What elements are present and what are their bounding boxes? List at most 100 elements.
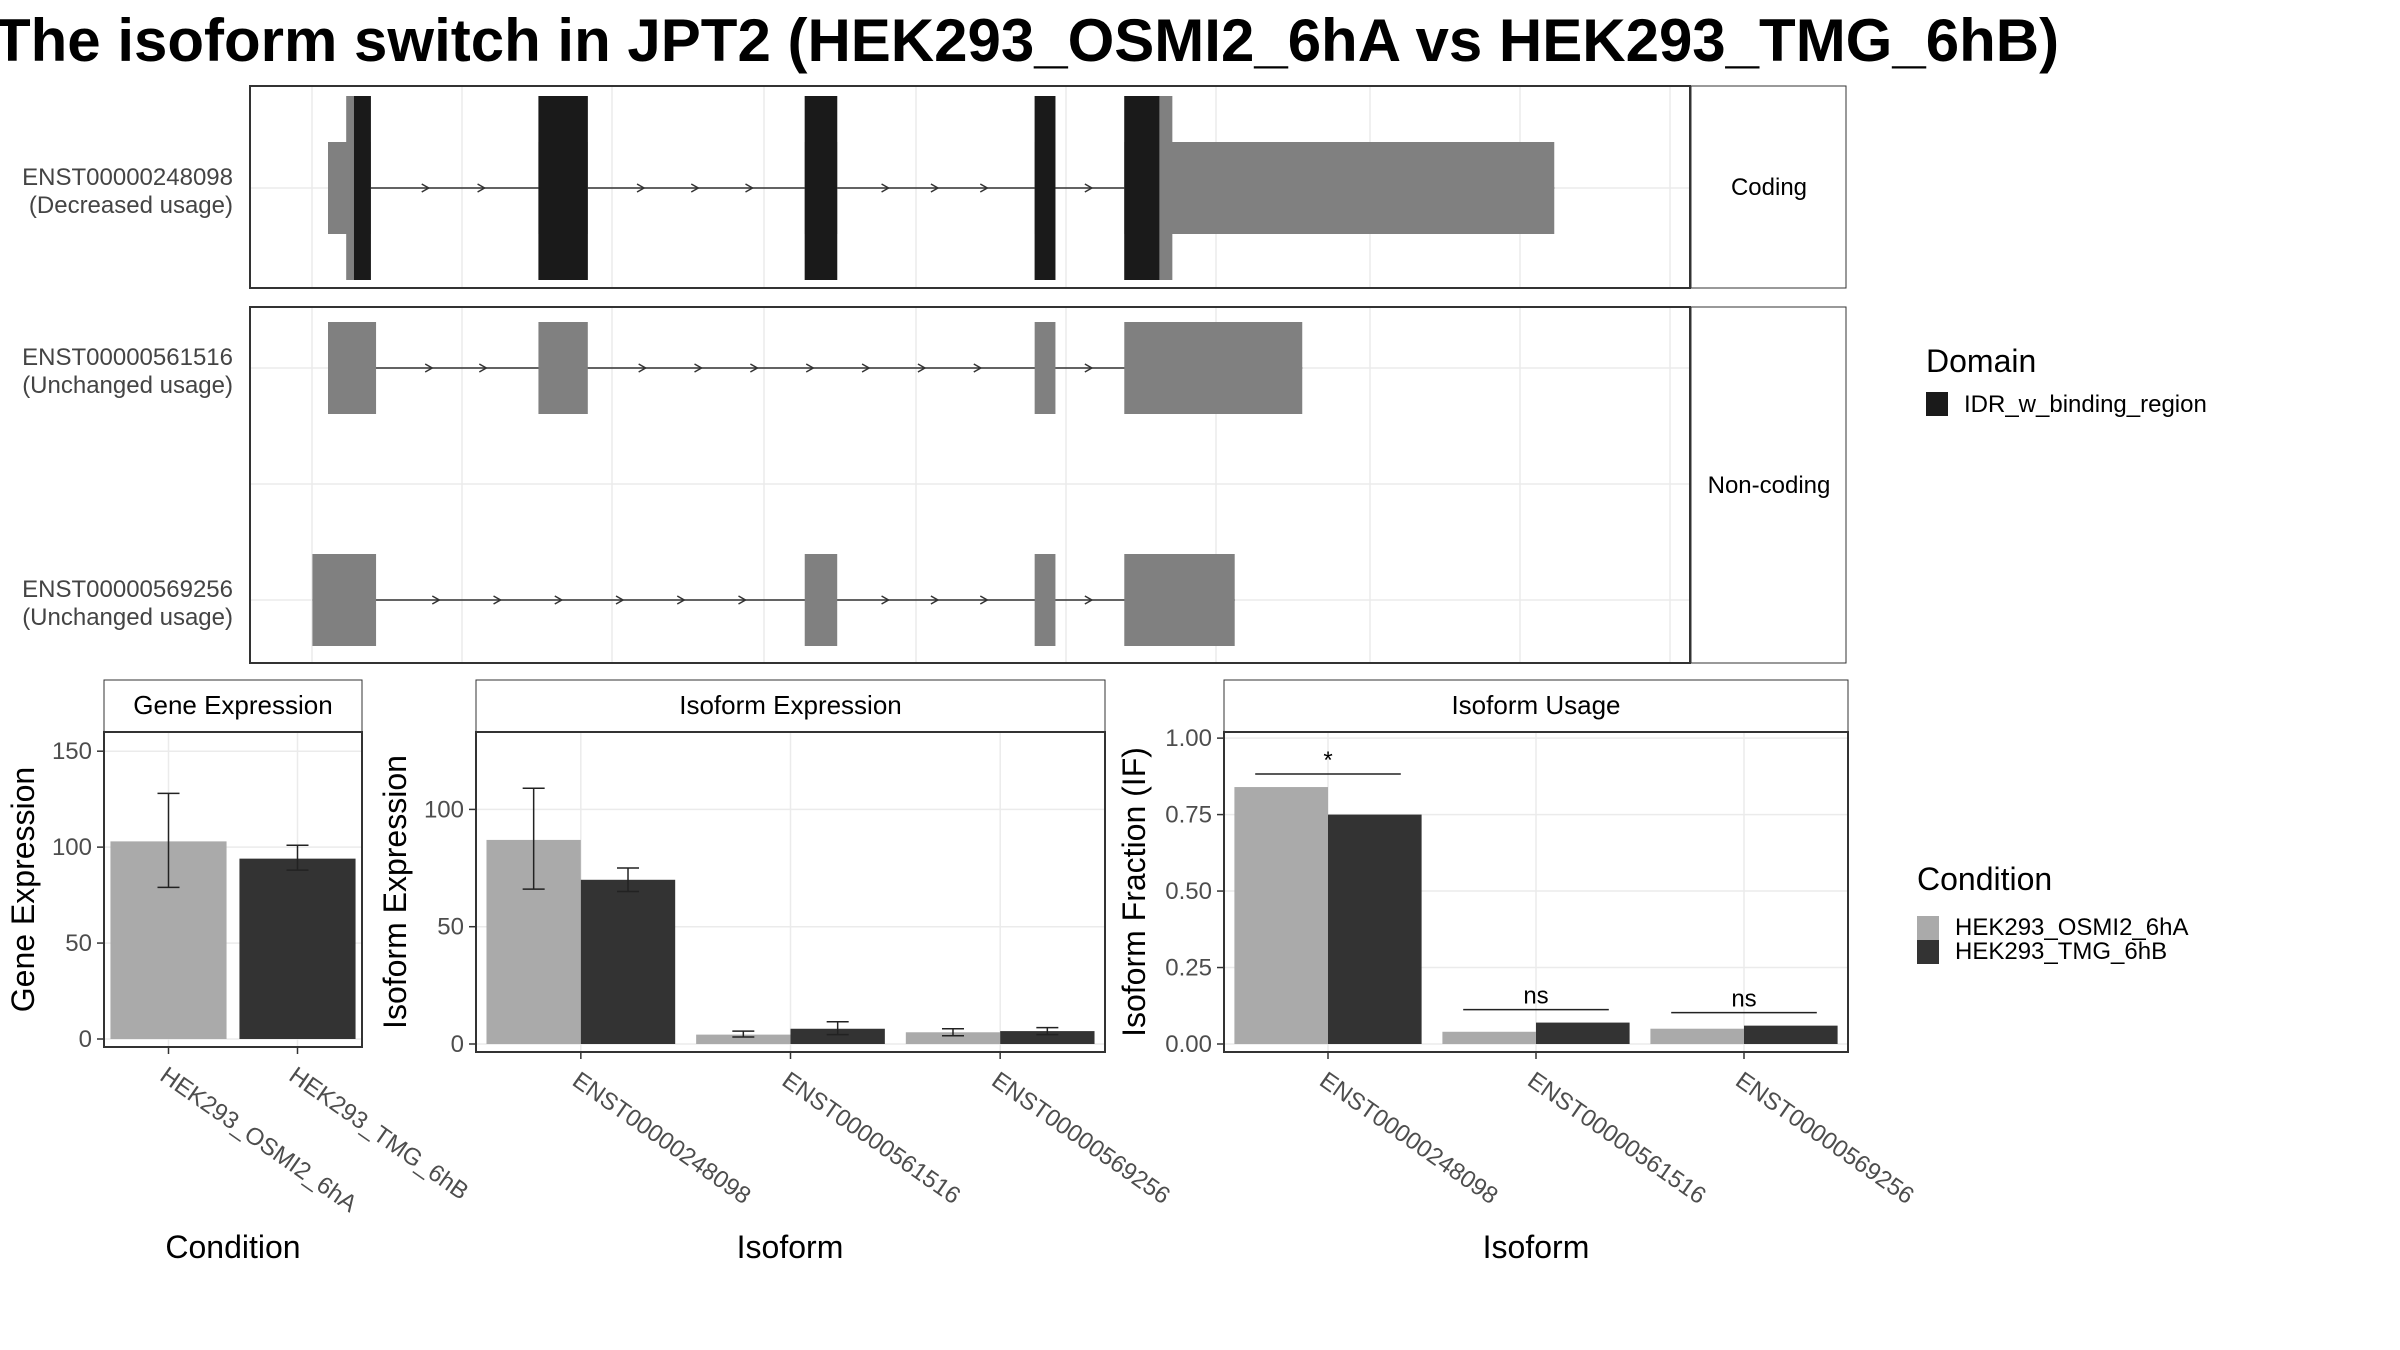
- intron-arrow: [979, 183, 989, 193]
- condition-legend-label: HEK293_TMG_6hB: [1955, 938, 2167, 965]
- condition-legend-label: HEK293_OSMI2_6hA: [1955, 914, 2188, 941]
- intron-arrow: [805, 363, 815, 373]
- isoform-expression-bar: [905, 1032, 1001, 1044]
- intron-arrow: [861, 363, 871, 373]
- intron-arrow: [1084, 183, 1094, 193]
- gene-expression-strip-label: Gene Expression: [133, 690, 332, 720]
- intron-arrow: [930, 183, 940, 193]
- domain-block: [538, 96, 588, 280]
- exon: [538, 322, 588, 414]
- intron-arrow: [615, 595, 625, 605]
- isoform-usage-bar: [1442, 1031, 1536, 1044]
- isoform-usage-xtick-label: ENST00000561516: [1523, 1067, 1711, 1210]
- gene-expression-bar: [239, 858, 356, 1039]
- isoform-usage-ytick-label: 0.00: [1165, 1031, 1212, 1058]
- domain-block: [1124, 96, 1160, 280]
- gene-expression-ytick-label: 0: [79, 1026, 92, 1053]
- intron-arrow: [493, 595, 503, 605]
- isoform-usage-ytick-label: 0.50: [1165, 878, 1212, 905]
- isoform-usage-ytick-label: 0.75: [1165, 802, 1212, 829]
- condition-legend-key: [1917, 940, 1939, 964]
- transcript-usage: (Unchanged usage): [22, 604, 233, 631]
- exon: [328, 322, 377, 414]
- isoform-expression-xtick-label: ENST00000248098: [567, 1067, 755, 1210]
- intron-arrow: [421, 183, 431, 193]
- isoform-expression-xtick-label: ENST00000569256: [987, 1067, 1175, 1210]
- intron-arrow: [554, 595, 564, 605]
- isoform-expression-ytick-label: 0: [451, 1031, 464, 1058]
- isoform-usage-bar: [1328, 814, 1422, 1044]
- intron-arrow: [477, 183, 487, 193]
- isoform-expression-panel-border: [475, 731, 1106, 1053]
- intron-arrow: [917, 363, 927, 373]
- isoform-usage-xtick-label: ENST00000248098: [1315, 1067, 1503, 1210]
- isoform-expression-xtick-label: ENST00000561516: [777, 1067, 965, 1210]
- transcript-id: ENST00000248098: [22, 164, 233, 191]
- facet-strip: [1690, 85, 1847, 289]
- intron-arrow: [636, 183, 646, 193]
- isoform-usage-ytick-label: 1.00: [1165, 725, 1212, 752]
- structure-panel-border: [249, 85, 1691, 289]
- intron-arrow: [478, 363, 488, 373]
- isoform-expression-strip-label: Isoform Expression: [679, 690, 902, 720]
- gene-expression-panel-border: [103, 731, 363, 1048]
- isoform-usage-significance-label: ns: [1731, 986, 1756, 1013]
- intron-arrow: [881, 595, 891, 605]
- exon: [1034, 322, 1056, 414]
- facet-strip: [1690, 306, 1847, 664]
- gene-expression-ytick-label: 100: [52, 834, 92, 861]
- isoform-expression-bar: [580, 879, 676, 1044]
- exon: [1034, 554, 1056, 646]
- intron-arrow: [745, 183, 755, 193]
- intron-arrow: [431, 595, 441, 605]
- structure-panel-border: [249, 306, 1691, 664]
- isoform-usage-strip-label: Isoform Usage: [1451, 690, 1620, 720]
- page-title: The isoform switch in JPT2 (HEK293_OSMI2…: [0, 7, 2060, 74]
- facet-strip-label: Coding: [1731, 174, 1807, 201]
- intron-arrow: [749, 363, 759, 373]
- facet-strip-label: Non-coding: [1708, 472, 1831, 499]
- isoform-usage-panel-border: [1223, 731, 1849, 1053]
- transcript-id: ENST00000561516: [22, 344, 233, 371]
- isoform-expression-ytick-label: 100: [424, 796, 464, 823]
- intron-arrow: [881, 183, 891, 193]
- isoform-usage-bar: [1234, 787, 1328, 1044]
- domain-block: [804, 96, 838, 280]
- isoform-usage-significance-label: ns: [1523, 983, 1548, 1010]
- domain-block: [353, 96, 371, 280]
- isoform-expression-bar: [1000, 1031, 1095, 1044]
- isoform-usage-xtick-label: ENST00000569256: [1731, 1067, 1919, 1210]
- isoform-expression-strip: [475, 679, 1106, 733]
- gene-expression-xlabel: Condition: [165, 1229, 300, 1265]
- transcript-label: ENST00000569256 (Unchanged usage): [22, 576, 233, 631]
- transcript-label: ENST00000561516 (Unchanged usage): [22, 344, 233, 399]
- isoform-usage-bar: [1536, 1022, 1630, 1044]
- intron-arrow: [1084, 363, 1094, 373]
- intron-arrow: [738, 595, 748, 605]
- isoform-usage-xlabel: Isoform: [1483, 1229, 1590, 1265]
- isoform-usage-bar: [1744, 1025, 1838, 1044]
- gene-expression-ytick-label: 150: [52, 738, 92, 765]
- domain-block: [1034, 96, 1056, 280]
- exon: [1124, 554, 1235, 646]
- isoform-usage-ylabel: Isoform Fraction (IF): [1116, 747, 1152, 1037]
- intron-arrow: [979, 595, 989, 605]
- intron-arrow: [930, 595, 940, 605]
- exon: [1124, 142, 1555, 234]
- domain-legend-title: Domain: [1926, 343, 2036, 379]
- intron-arrow: [676, 595, 686, 605]
- exon: [312, 554, 377, 646]
- isoform-usage-significance-label: *: [1323, 747, 1332, 774]
- intron-arrow: [694, 363, 704, 373]
- exon: [1124, 322, 1303, 414]
- structure-panel-bg: [250, 307, 1690, 663]
- intron-arrow: [638, 363, 648, 373]
- transcript-id: ENST00000569256: [22, 576, 233, 603]
- transcript-usage: (Decreased usage): [29, 192, 233, 219]
- intron-arrow: [690, 183, 700, 193]
- exon: [804, 554, 838, 646]
- condition-legend-key: [1917, 916, 1939, 940]
- condition-legend-title: Condition: [1917, 861, 2052, 897]
- isoform-expression-ylabel: Isoform Expression: [377, 755, 413, 1029]
